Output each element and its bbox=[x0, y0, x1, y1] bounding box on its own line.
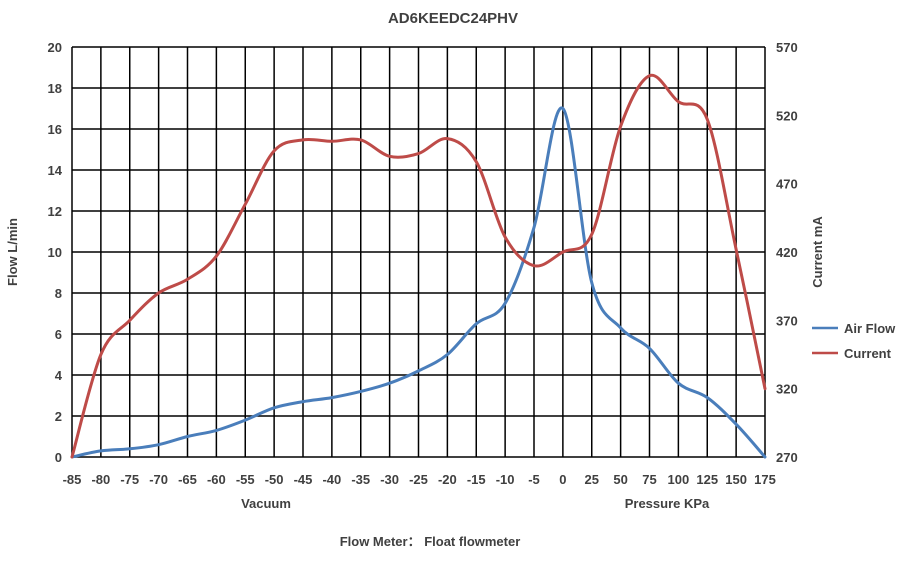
x-tick-label: -50 bbox=[265, 472, 284, 487]
legend-airflow-label: Air Flow bbox=[844, 321, 896, 336]
left-tick-label: 0 bbox=[55, 450, 62, 465]
x-tick-label: -15 bbox=[467, 472, 486, 487]
legend: Air Flow Current bbox=[812, 321, 896, 361]
footer-note: Flow Meter： Float flowmeter bbox=[340, 534, 521, 549]
x-tick-label: 100 bbox=[668, 472, 690, 487]
x-tick-label: 150 bbox=[725, 472, 747, 487]
series-line-air-flow bbox=[70, 106, 767, 459]
left-tick-label: 2 bbox=[55, 409, 62, 424]
x-tick-label: 75 bbox=[642, 472, 656, 487]
left-tick-label: 16 bbox=[48, 122, 62, 137]
right-tick-label: 270 bbox=[776, 450, 798, 465]
right-axis-label: Current mA bbox=[810, 216, 825, 288]
legend-current-label: Current bbox=[844, 346, 892, 361]
x-tick-label: -30 bbox=[380, 472, 399, 487]
series-line-current bbox=[70, 73, 767, 459]
left-tick-label: 8 bbox=[55, 286, 62, 301]
x-tick-label: -85 bbox=[63, 472, 82, 487]
x-tick-label: -75 bbox=[120, 472, 139, 487]
grid bbox=[71, 46, 766, 458]
x-tick-label: 125 bbox=[696, 472, 718, 487]
series-lines bbox=[70, 73, 767, 459]
x-tick-label: 50 bbox=[613, 472, 627, 487]
left-tick-label: 14 bbox=[48, 163, 63, 178]
x-tick-label: -70 bbox=[149, 472, 168, 487]
left-axis-ticks: 0 2 4 6 8 10 12 14 16 18 20 bbox=[48, 40, 63, 465]
x-tick-label: 0 bbox=[559, 472, 566, 487]
x-tick-label: -35 bbox=[351, 472, 370, 487]
x-tick-label: -40 bbox=[322, 472, 341, 487]
right-axis-ticks: 270 320 370 420 470 520 570 bbox=[776, 40, 798, 465]
left-tick-label: 12 bbox=[48, 204, 62, 219]
x-tick-label: -65 bbox=[178, 472, 197, 487]
left-tick-label: 4 bbox=[55, 368, 63, 383]
x-tick-label: -55 bbox=[236, 472, 255, 487]
x-tick-label: 25 bbox=[585, 472, 599, 487]
x-tick-label: -10 bbox=[496, 472, 515, 487]
left-tick-label: 10 bbox=[48, 245, 62, 260]
x-tick-label: -45 bbox=[294, 472, 313, 487]
x-tick-label: -20 bbox=[438, 472, 457, 487]
left-tick-label: 18 bbox=[48, 81, 62, 96]
right-tick-label: 520 bbox=[776, 108, 798, 123]
left-tick-label: 6 bbox=[55, 327, 62, 342]
left-tick-label: 20 bbox=[48, 40, 62, 55]
x-tick-label: -60 bbox=[207, 472, 226, 487]
x-axis-label-vacuum: Vacuum bbox=[241, 496, 291, 511]
right-tick-label: 320 bbox=[776, 382, 798, 397]
x-axis-label-pressure: Pressure KPa bbox=[625, 496, 710, 511]
left-axis-label: Flow L/min bbox=[5, 218, 20, 286]
right-tick-label: 420 bbox=[776, 245, 798, 260]
x-tick-label: -80 bbox=[91, 472, 110, 487]
chart-title: AD6KEEDC24PHV bbox=[388, 10, 518, 27]
x-tick-label: -5 bbox=[528, 472, 540, 487]
x-tick-label: 175 bbox=[754, 472, 776, 487]
right-tick-label: 470 bbox=[776, 177, 798, 192]
right-tick-label: 570 bbox=[776, 40, 798, 55]
x-tick-label: -25 bbox=[409, 472, 428, 487]
x-axis-ticks: -85 -80 -75 -70 -65 -60 -55 -50 -45 -40 -35 -30 -25-… bbox=[63, 472, 776, 487]
right-tick-label: 370 bbox=[776, 313, 798, 328]
